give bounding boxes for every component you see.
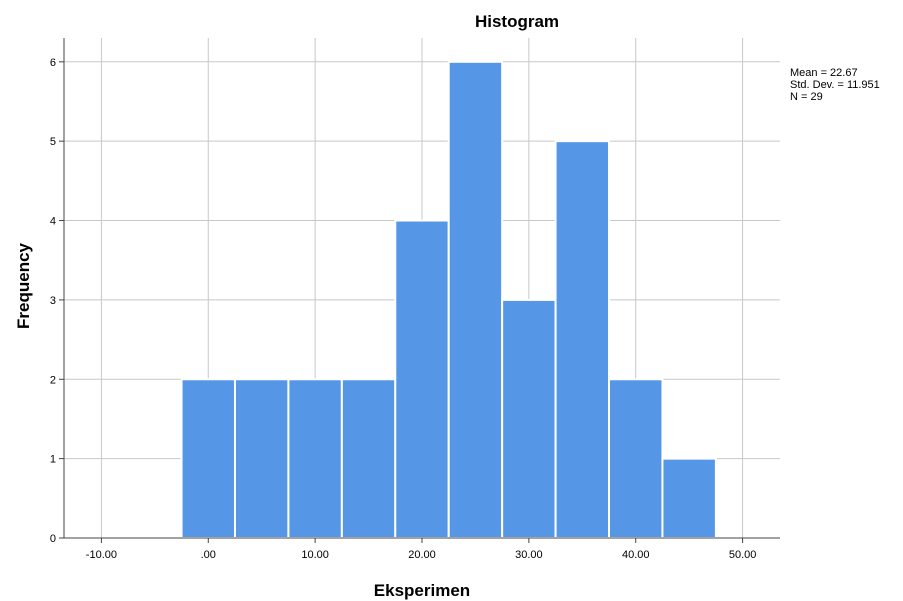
x-tick-label: 50.00 bbox=[729, 549, 757, 561]
histogram-bar bbox=[608, 378, 664, 539]
y-tick-label: 2 bbox=[50, 374, 56, 386]
y-tick-labels: 0 1 2 3 4 5 6 bbox=[50, 57, 56, 545]
histogram-bar bbox=[233, 378, 290, 539]
y-tick-label: 3 bbox=[50, 295, 56, 307]
y-tick-label: 6 bbox=[50, 57, 56, 69]
histogram-bar bbox=[661, 457, 717, 539]
chart-title: Histogram bbox=[475, 12, 559, 31]
histogram-bar bbox=[554, 140, 611, 540]
histogram-bar bbox=[287, 378, 343, 539]
x-tick-label: 20.00 bbox=[408, 549, 436, 561]
y-tick-label: 0 bbox=[50, 533, 56, 545]
histogram-bar bbox=[394, 219, 450, 540]
y-tick-label: 1 bbox=[50, 454, 56, 466]
x-tick-label: 40.00 bbox=[622, 549, 650, 561]
x-tick-label: .00 bbox=[201, 549, 216, 561]
histogram-bar bbox=[501, 298, 557, 539]
x-tick-label: 30.00 bbox=[515, 549, 543, 561]
histogram-bar bbox=[180, 378, 236, 539]
x-tick-labels: -10.00 .00 10.00 20.00 30.00 40.00 50.00 bbox=[86, 549, 757, 561]
y-tick-label: 4 bbox=[50, 216, 56, 228]
y-tick-label: 5 bbox=[50, 136, 56, 148]
x-tick-label: -10.00 bbox=[86, 549, 117, 561]
stats-n: N = 29 bbox=[790, 91, 823, 103]
statistics-box: Mean = 22.67 Std. Dev. = 11.951 N = 29 bbox=[790, 67, 880, 103]
stats-std-dev: Std. Dev. = 11.951 bbox=[790, 79, 880, 91]
stats-mean: Mean = 22.67 bbox=[790, 67, 858, 79]
histogram-bar bbox=[340, 378, 397, 539]
x-tick-label: 10.00 bbox=[301, 549, 329, 561]
axes bbox=[59, 38, 780, 543]
histogram-bar bbox=[447, 60, 504, 540]
x-axis-title: Eksperimen bbox=[374, 581, 470, 600]
y-axis-title: Frequency bbox=[14, 242, 33, 329]
